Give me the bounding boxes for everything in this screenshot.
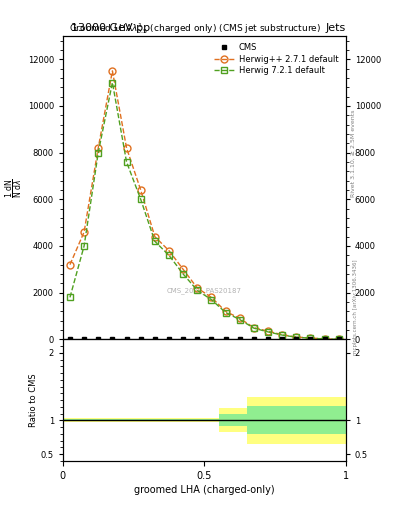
Text: CMS_2021_PAS20187: CMS_2021_PAS20187 <box>167 287 242 294</box>
CMS <box>152 336 157 343</box>
Herwig++ 2.7.1 default <box>252 325 256 331</box>
Herwig++ 2.7.1 default <box>266 328 270 334</box>
Herwig 7.2.1 default <box>322 336 327 342</box>
Herwig++ 2.7.1 default <box>223 308 228 314</box>
CMS <box>308 336 313 343</box>
Herwig 7.2.1 default <box>237 316 242 323</box>
CMS <box>195 336 200 343</box>
Herwig 7.2.1 default <box>110 79 115 86</box>
Herwig++ 2.7.1 default <box>82 229 86 235</box>
Herwig 7.2.1 default <box>152 238 157 244</box>
CMS <box>336 336 341 343</box>
Herwig++ 2.7.1 default <box>237 315 242 322</box>
Herwig++ 2.7.1 default <box>68 262 72 268</box>
Herwig 7.2.1 default <box>68 294 72 301</box>
Y-axis label: Ratio to CMS: Ratio to CMS <box>29 373 38 427</box>
Herwig++ 2.7.1 default <box>195 285 200 291</box>
Herwig++ 2.7.1 default <box>336 336 341 343</box>
Herwig++ 2.7.1 default <box>294 334 299 340</box>
Herwig 7.2.1 default <box>195 287 200 293</box>
Text: Groomed LHA$\lambda^{1}_{0.5}$ (charged only) (CMS jet substructure): Groomed LHA$\lambda^{1}_{0.5}$ (charged … <box>68 21 321 36</box>
CMS <box>266 336 270 343</box>
CMS <box>322 336 327 343</box>
Herwig 7.2.1 default <box>252 325 256 331</box>
Text: mcplots.cern.ch [arXiv:1306.3436]: mcplots.cern.ch [arXiv:1306.3436] <box>353 260 358 355</box>
Herwig 7.2.1 default <box>82 243 86 249</box>
Y-axis label: $\frac{1}{\mathrm{N}}\frac{\mathrm{d}\mathrm{N}}{\mathrm{d}\lambda}$: $\frac{1}{\mathrm{N}}\frac{\mathrm{d}\ma… <box>4 178 25 198</box>
CMS <box>82 336 86 343</box>
Herwig++ 2.7.1 default <box>138 187 143 193</box>
X-axis label: groomed LHA (charged-only): groomed LHA (charged-only) <box>134 485 275 495</box>
Herwig 7.2.1 default <box>138 196 143 202</box>
Herwig 7.2.1 default <box>280 332 285 338</box>
Herwig 7.2.1 default <box>294 334 299 340</box>
CMS <box>181 336 185 343</box>
Herwig++ 2.7.1 default <box>209 294 214 301</box>
Herwig++ 2.7.1 default <box>152 233 157 240</box>
Herwig 7.2.1 default <box>181 271 185 277</box>
Text: Jets: Jets <box>325 23 346 33</box>
Herwig++ 2.7.1 default <box>280 332 285 338</box>
Herwig 7.2.1 default <box>308 335 313 341</box>
Herwig++ 2.7.1 default <box>110 68 115 74</box>
Herwig++ 2.7.1 default <box>124 145 129 151</box>
CMS <box>68 336 72 343</box>
Herwig++ 2.7.1 default <box>96 145 101 151</box>
CMS <box>110 336 115 343</box>
Line: Herwig 7.2.1 default: Herwig 7.2.1 default <box>66 79 342 343</box>
Herwig++ 2.7.1 default <box>322 336 327 342</box>
CMS <box>209 336 214 343</box>
Line: CMS: CMS <box>68 337 341 342</box>
Herwig 7.2.1 default <box>167 252 171 259</box>
Line: Herwig++ 2.7.1 default: Herwig++ 2.7.1 default <box>66 68 342 343</box>
CMS <box>252 336 256 343</box>
Herwig++ 2.7.1 default <box>167 248 171 254</box>
CMS <box>294 336 299 343</box>
Legend: CMS, Herwig++ 2.7.1 default, Herwig 7.2.1 default: CMS, Herwig++ 2.7.1 default, Herwig 7.2.… <box>210 40 342 79</box>
Herwig 7.2.1 default <box>266 329 270 335</box>
CMS <box>167 336 171 343</box>
Text: 13000 GeV pp: 13000 GeV pp <box>71 23 150 33</box>
CMS <box>237 336 242 343</box>
Herwig 7.2.1 default <box>336 336 341 343</box>
Herwig 7.2.1 default <box>96 150 101 156</box>
Herwig 7.2.1 default <box>209 296 214 303</box>
Herwig++ 2.7.1 default <box>181 266 185 272</box>
CMS <box>138 336 143 343</box>
CMS <box>223 336 228 343</box>
Text: Rivet 3.1.10, ≥ 2.5M events: Rivet 3.1.10, ≥ 2.5M events <box>351 110 356 197</box>
Herwig++ 2.7.1 default <box>308 335 313 341</box>
Herwig 7.2.1 default <box>223 309 228 315</box>
CMS <box>96 336 101 343</box>
CMS <box>124 336 129 343</box>
Herwig 7.2.1 default <box>124 159 129 165</box>
CMS <box>280 336 285 343</box>
